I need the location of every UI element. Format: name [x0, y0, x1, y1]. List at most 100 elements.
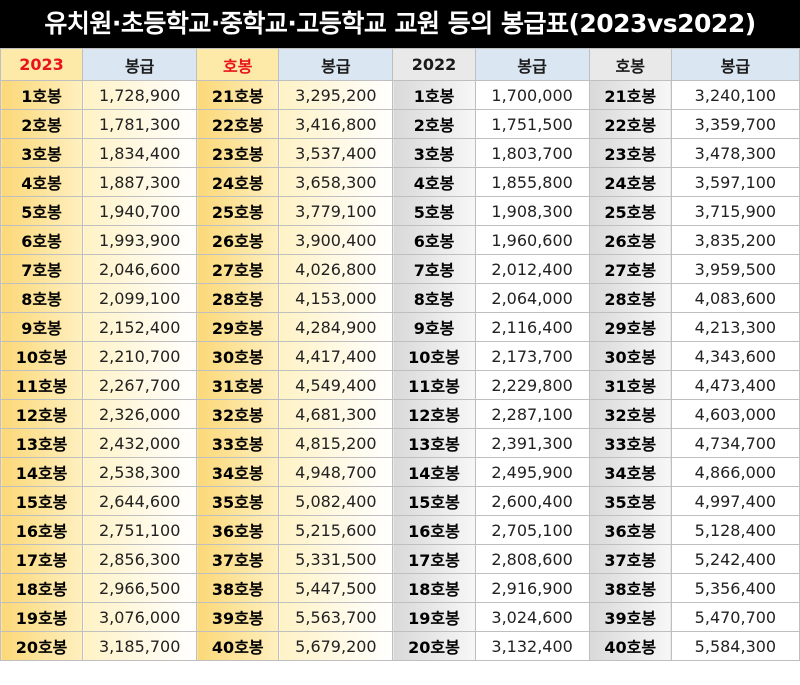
- step-2022-left: 11호봉: [392, 370, 476, 400]
- pay-2023-left: 2,152,400: [82, 312, 198, 342]
- step-2023-left: 13호봉: [0, 428, 84, 458]
- table-row: 2호봉 1,781,300 22호봉 3,416,800 2호봉 1,751,500 22호…: [0, 109, 800, 139]
- table-row: 14호봉 2,538,300 34호봉 4,948,700 14호봉 2,495,900 3…: [0, 457, 800, 487]
- pay-2023-right: 5,563,700: [278, 602, 394, 632]
- step-2023-right: 24호봉: [196, 167, 280, 197]
- pay-2022-right: 5,128,400: [670, 515, 800, 545]
- step-2023-left: 17호봉: [0, 544, 84, 574]
- step-2022-right: 27호봉: [588, 254, 672, 284]
- pay-2023-left: 1,834,400: [82, 138, 198, 168]
- pay-2023-left: 2,046,600: [82, 254, 198, 284]
- pay-2022-left: 2,808,600: [474, 544, 590, 574]
- table-row: 6호봉 1,993,900 26호봉 3,900,400 6호봉 1,960,600 26호…: [0, 225, 800, 255]
- pay-2023-left: 2,538,300: [82, 457, 198, 487]
- header-pay-2023b: 봉급: [278, 48, 394, 81]
- pay-2022-right: 5,242,400: [670, 544, 800, 574]
- pay-2022-left: 2,705,100: [474, 515, 590, 545]
- step-2023-left: 19호봉: [0, 602, 84, 632]
- pay-2023-right: 3,416,800: [278, 109, 394, 139]
- salary-table: 2023 봉급 호봉 봉급 2022 봉급 호봉 봉급 1호봉 1,728,900…: [0, 48, 800, 661]
- step-2023-left: 12호봉: [0, 399, 84, 429]
- step-2023-left: 16호봉: [0, 515, 84, 545]
- pay-2022-right: 4,603,000: [670, 399, 800, 429]
- table-row: 10호봉 2,210,700 30호봉 4,417,400 10호봉 2,173,700 3…: [0, 341, 800, 371]
- step-2022-left: 17호봉: [392, 544, 476, 574]
- pay-2022-right: 4,083,600: [670, 283, 800, 313]
- table-row: 3호봉 1,834,400 23호봉 3,537,400 3호봉 1,803,700 23호…: [0, 138, 800, 168]
- step-2022-left: 15호봉: [392, 486, 476, 516]
- table-row: 16호봉 2,751,100 36호봉 5,215,600 16호봉 2,705,100 3…: [0, 515, 800, 545]
- table-body: 1호봉 1,728,900 21호봉 3,295,200 1호봉 1,700,000 21호…: [0, 80, 800, 661]
- pay-2022-right: 3,240,100: [670, 80, 800, 110]
- step-2022-left: 13호봉: [392, 428, 476, 458]
- pay-2023-left: 1,887,300: [82, 167, 198, 197]
- step-2022-left: 18호봉: [392, 573, 476, 603]
- table-row: 8호봉 2,099,100 28호봉 4,153,000 8호봉 2,064,000 28호…: [0, 283, 800, 313]
- step-2023-right: 39호봉: [196, 602, 280, 632]
- table-row: 11호봉 2,267,700 31호봉 4,549,400 11호봉 2,229,800 3…: [0, 370, 800, 400]
- step-2023-right: 28호봉: [196, 283, 280, 313]
- step-2022-left: 12호봉: [392, 399, 476, 429]
- header-pay-2023a: 봉급: [82, 48, 198, 81]
- pay-2023-left: 1,781,300: [82, 109, 198, 139]
- step-2022-right: 32호봉: [588, 399, 672, 429]
- step-2022-right: 29호봉: [588, 312, 672, 342]
- pay-2023-right: 3,779,100: [278, 196, 394, 226]
- step-2023-left: 4호봉: [0, 167, 84, 197]
- step-2023-right: 30호봉: [196, 341, 280, 371]
- pay-2022-right: 3,959,500: [670, 254, 800, 284]
- step-2022-right: 23호봉: [588, 138, 672, 168]
- step-2022-right: 35호봉: [588, 486, 672, 516]
- pay-2023-left: 1,940,700: [82, 196, 198, 226]
- step-2023-left: 11호봉: [0, 370, 84, 400]
- pay-2023-left: 2,326,000: [82, 399, 198, 429]
- pay-2022-left: 1,700,000: [474, 80, 590, 110]
- pay-2022-left: 1,960,600: [474, 225, 590, 255]
- pay-2023-left: 3,076,000: [82, 602, 198, 632]
- pay-2022-right: 3,597,100: [670, 167, 800, 197]
- step-2023-right: 22호봉: [196, 109, 280, 139]
- pay-2022-right: 4,997,400: [670, 486, 800, 516]
- pay-2023-right: 4,948,700: [278, 457, 394, 487]
- pay-2022-right: 4,866,000: [670, 457, 800, 487]
- table-row: 13호봉 2,432,000 33호봉 4,815,200 13호봉 2,391,300 3…: [0, 428, 800, 458]
- pay-2023-left: 2,751,100: [82, 515, 198, 545]
- pay-2022-right: 3,359,700: [670, 109, 800, 139]
- step-2022-left: 4호봉: [392, 167, 476, 197]
- header-year-2023: 2023: [0, 48, 84, 81]
- step-2022-right: 28호봉: [588, 283, 672, 313]
- pay-2023-left: 1,993,900: [82, 225, 198, 255]
- step-2023-right: 36호봉: [196, 515, 280, 545]
- pay-2023-right: 4,815,200: [278, 428, 394, 458]
- pay-2022-left: 1,751,500: [474, 109, 590, 139]
- step-2023-right: 38호봉: [196, 573, 280, 603]
- pay-2023-right: 3,295,200: [278, 80, 394, 110]
- table-row: 4호봉 1,887,300 24호봉 3,658,300 4호봉 1,855,800 24호…: [0, 167, 800, 197]
- step-2023-left: 3호봉: [0, 138, 84, 168]
- pay-2023-right: 4,153,000: [278, 283, 394, 313]
- pay-2022-left: 1,908,300: [474, 196, 590, 226]
- step-2023-right: 37호봉: [196, 544, 280, 574]
- pay-2023-right: 3,658,300: [278, 167, 394, 197]
- step-2022-left: 8호봉: [392, 283, 476, 313]
- pay-2023-right: 4,681,300: [278, 399, 394, 429]
- pay-2023-right: 4,026,800: [278, 254, 394, 284]
- pay-2022-right: 5,584,300: [670, 631, 800, 661]
- step-2023-right: 25호봉: [196, 196, 280, 226]
- step-2023-right: 33호봉: [196, 428, 280, 458]
- step-2023-right: 35호봉: [196, 486, 280, 516]
- step-2022-left: 14호봉: [392, 457, 476, 487]
- pay-2022-right: 5,356,400: [670, 573, 800, 603]
- step-2022-right: 40호봉: [588, 631, 672, 661]
- step-2023-left: 10호봉: [0, 341, 84, 371]
- pay-2022-left: 2,173,700: [474, 341, 590, 371]
- step-2022-right: 33호봉: [588, 428, 672, 458]
- step-2022-left: 20호봉: [392, 631, 476, 661]
- table-header: 2023 봉급 호봉 봉급 2022 봉급 호봉 봉급: [0, 48, 800, 81]
- table-row: 19호봉 3,076,000 39호봉 5,563,700 19호봉 3,024,600 3…: [0, 602, 800, 632]
- pay-2023-right: 5,447,500: [278, 573, 394, 603]
- step-2022-left: 1호봉: [392, 80, 476, 110]
- pay-2023-right: 5,082,400: [278, 486, 394, 516]
- step-2023-left: 15호봉: [0, 486, 84, 516]
- step-2022-right: 37호봉: [588, 544, 672, 574]
